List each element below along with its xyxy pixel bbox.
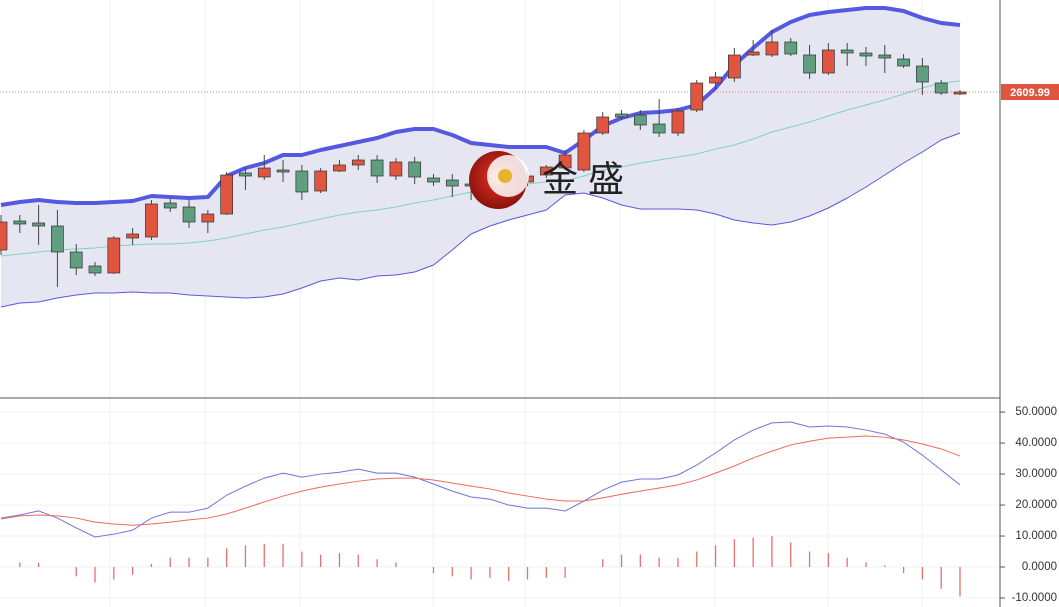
candle-body (953, 91, 967, 95)
candle-body (163, 202, 177, 209)
last-price-label: 2609.99 (1010, 87, 1050, 99)
candle-body (934, 82, 948, 94)
macd-line (0, 421, 961, 538)
candle-body (859, 52, 873, 57)
band-line (0, 132, 961, 308)
candle-body (295, 170, 309, 193)
y-tick-label: -10.0000 (1012, 592, 1057, 604)
last-price-box (1001, 84, 1059, 101)
candle-body (427, 177, 440, 183)
candle-body (333, 164, 346, 172)
candle-body (370, 159, 384, 177)
candle-body (239, 172, 252, 177)
candle-body (220, 174, 233, 215)
candle-body (51, 225, 64, 253)
candle-body (107, 237, 121, 274)
candle-body (88, 265, 102, 274)
candle-body (539, 166, 553, 176)
candle-body (69, 251, 83, 269)
candle-body (784, 41, 798, 55)
candle-body (765, 41, 779, 56)
candle-body (671, 110, 685, 134)
y-tick-label: 50.0000 (1015, 406, 1057, 418)
macd-panel: 50.0000 40.0000 30.0000 20.0000 10.0000 0.000… (0, 406, 1057, 604)
y-tick-label: 40.0000 (1015, 437, 1057, 449)
candle-body (558, 154, 572, 169)
watermark: 金 盛 (469, 151, 624, 209)
candle-body (878, 54, 892, 59)
candle-body (916, 65, 929, 83)
candle-body (633, 114, 647, 126)
candle-body (728, 54, 741, 79)
candle-body (822, 49, 835, 74)
candle-body (145, 203, 158, 238)
candle-body (408, 161, 422, 178)
candle-body (351, 159, 365, 166)
candle-body (257, 167, 271, 178)
candle-body (314, 170, 328, 192)
y-tick-label: 20.0000 (1015, 499, 1057, 511)
candle-body (389, 161, 403, 177)
candle-body (0, 221, 8, 251)
macd-line (0, 435, 961, 526)
candle-body (126, 233, 139, 239)
y-tick-label: 10.0000 (1015, 530, 1057, 542)
candle-body (897, 58, 910, 67)
candle-body (577, 132, 591, 171)
candle-body (13, 220, 27, 225)
candle-body (276, 169, 290, 173)
candle-body (652, 123, 666, 134)
y-tick-label: 0.0000 (1022, 561, 1057, 573)
candle-body (840, 49, 854, 54)
candle-body (746, 51, 760, 56)
candle-body (182, 206, 196, 223)
watermark-text: 金 盛 (542, 159, 624, 200)
candle-body (201, 213, 215, 223)
candle-body (615, 113, 628, 118)
candle-body (32, 222, 45, 227)
candle-body (803, 54, 816, 74)
y-tick-label: 30.0000 (1015, 468, 1057, 480)
candle-body (709, 76, 722, 84)
band-line (0, 6, 961, 207)
candle-body (596, 116, 610, 134)
candle-body (445, 179, 459, 187)
candle-body (690, 82, 704, 111)
